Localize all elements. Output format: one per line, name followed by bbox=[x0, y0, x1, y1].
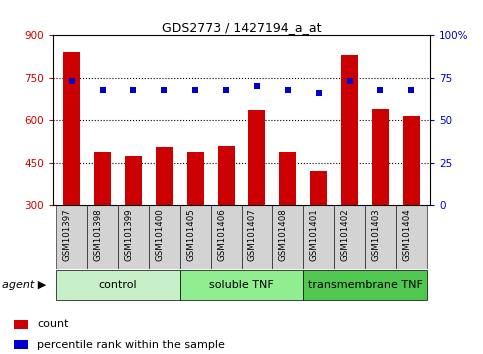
Bar bbox=[310, 171, 327, 205]
Point bbox=[222, 87, 230, 93]
Point bbox=[191, 87, 199, 93]
Bar bbox=[279, 152, 296, 205]
Bar bbox=[118, 205, 149, 269]
Text: percentile rank within the sample: percentile rank within the sample bbox=[38, 339, 226, 350]
Bar bbox=[180, 205, 211, 269]
Bar bbox=[211, 205, 242, 269]
Text: GSM101400: GSM101400 bbox=[156, 209, 164, 261]
Text: transmembrane TNF: transmembrane TNF bbox=[308, 280, 423, 290]
Bar bbox=[396, 205, 427, 269]
Text: GSM101408: GSM101408 bbox=[279, 209, 288, 261]
Text: GSM101406: GSM101406 bbox=[217, 209, 226, 261]
Text: control: control bbox=[99, 280, 137, 290]
Point bbox=[377, 87, 384, 93]
Text: GSM101402: GSM101402 bbox=[341, 209, 350, 261]
Title: GDS2773 / 1427194_a_at: GDS2773 / 1427194_a_at bbox=[162, 21, 321, 34]
Text: GSM101404: GSM101404 bbox=[402, 209, 412, 261]
Text: GSM101398: GSM101398 bbox=[94, 209, 102, 261]
Point bbox=[99, 87, 106, 93]
Bar bbox=[217, 146, 235, 205]
Bar bbox=[56, 270, 180, 300]
Bar bbox=[94, 152, 111, 205]
Text: count: count bbox=[38, 319, 69, 330]
Point bbox=[284, 87, 292, 93]
Bar bbox=[365, 205, 396, 269]
Bar bbox=[372, 109, 389, 205]
Bar bbox=[303, 205, 334, 269]
Point bbox=[315, 90, 323, 96]
Bar bbox=[125, 156, 142, 205]
Text: GSM101399: GSM101399 bbox=[125, 209, 133, 261]
Bar bbox=[156, 147, 173, 205]
Point bbox=[346, 79, 354, 84]
Text: soluble TNF: soluble TNF bbox=[209, 280, 274, 290]
Bar bbox=[187, 152, 204, 205]
Text: GSM101407: GSM101407 bbox=[248, 209, 257, 261]
Text: GSM101405: GSM101405 bbox=[186, 209, 195, 261]
Bar bbox=[149, 205, 180, 269]
Point bbox=[68, 79, 75, 84]
Point bbox=[160, 87, 168, 93]
Text: GSM101397: GSM101397 bbox=[63, 209, 71, 261]
Bar bbox=[272, 205, 303, 269]
Bar bbox=[303, 270, 427, 300]
Bar bbox=[341, 55, 358, 205]
Text: agent ▶: agent ▶ bbox=[2, 280, 47, 290]
Bar bbox=[334, 205, 365, 269]
Bar bbox=[403, 116, 420, 205]
Bar bbox=[56, 205, 87, 269]
Text: GSM101401: GSM101401 bbox=[310, 209, 319, 261]
Text: GSM101403: GSM101403 bbox=[371, 209, 381, 261]
Point bbox=[253, 84, 261, 89]
Point bbox=[408, 87, 415, 93]
Bar bbox=[180, 270, 303, 300]
Bar bbox=[248, 110, 266, 205]
Bar bbox=[242, 205, 272, 269]
Bar bbox=[14, 340, 28, 349]
Point bbox=[129, 87, 137, 93]
Bar bbox=[63, 52, 80, 205]
Bar bbox=[14, 320, 28, 329]
Bar bbox=[87, 205, 118, 269]
